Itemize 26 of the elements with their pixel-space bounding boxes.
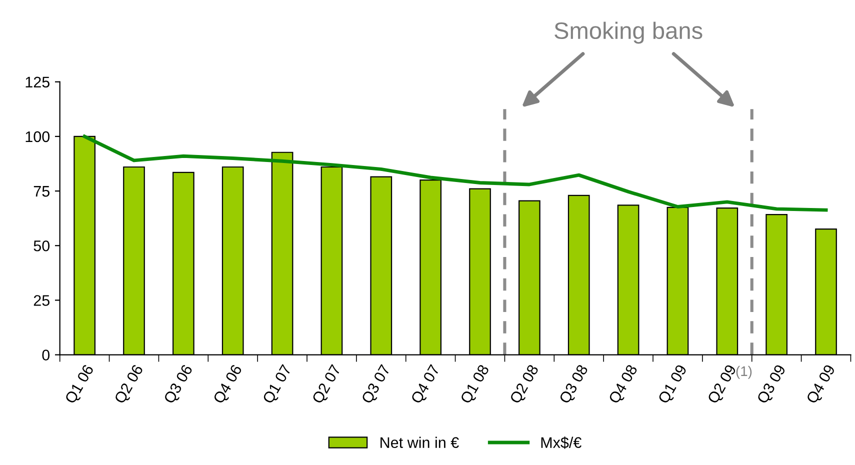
x-tick-label: Q1 08 xyxy=(460,364,492,406)
x-tick-label: Q1 06 xyxy=(64,364,96,406)
line-series xyxy=(82,134,828,212)
y-tick-label: 75 xyxy=(34,186,50,197)
legend-label: Net win in € xyxy=(380,436,459,448)
x-tick-label: Q3 07 xyxy=(361,364,393,406)
text: (1) xyxy=(736,366,752,379)
y-tick-label: 25 xyxy=(34,295,50,306)
x-tick-label: Q2 06 xyxy=(114,364,146,406)
legend-label: Mx$/€ xyxy=(541,436,582,449)
x-tick-label: Q2 08 xyxy=(509,364,542,406)
x-tick-label: Q4 06 xyxy=(212,364,245,406)
y-tick-label: 125 xyxy=(26,76,50,88)
x-tick-label: Q4 07 xyxy=(410,364,442,406)
y-tick-label: 0 xyxy=(42,350,50,360)
x-tick-label: Q4 09 xyxy=(806,364,838,406)
x-tick-label: Q2 07 xyxy=(312,364,344,406)
y-tick-label: 100 xyxy=(26,131,50,142)
x-tick-label: Q1 09 xyxy=(658,364,690,406)
x-tick-label: Q3 09 xyxy=(756,364,788,406)
x-tick-label: Q3 06 xyxy=(163,364,196,406)
text: Smoking bans xyxy=(554,22,702,44)
x-tick-label: Q3 08 xyxy=(558,364,591,406)
x-tick-label: Q4 08 xyxy=(608,364,640,406)
y-tick-label: 50 xyxy=(34,240,50,252)
x-tick-label: Q1 07 xyxy=(262,364,294,406)
